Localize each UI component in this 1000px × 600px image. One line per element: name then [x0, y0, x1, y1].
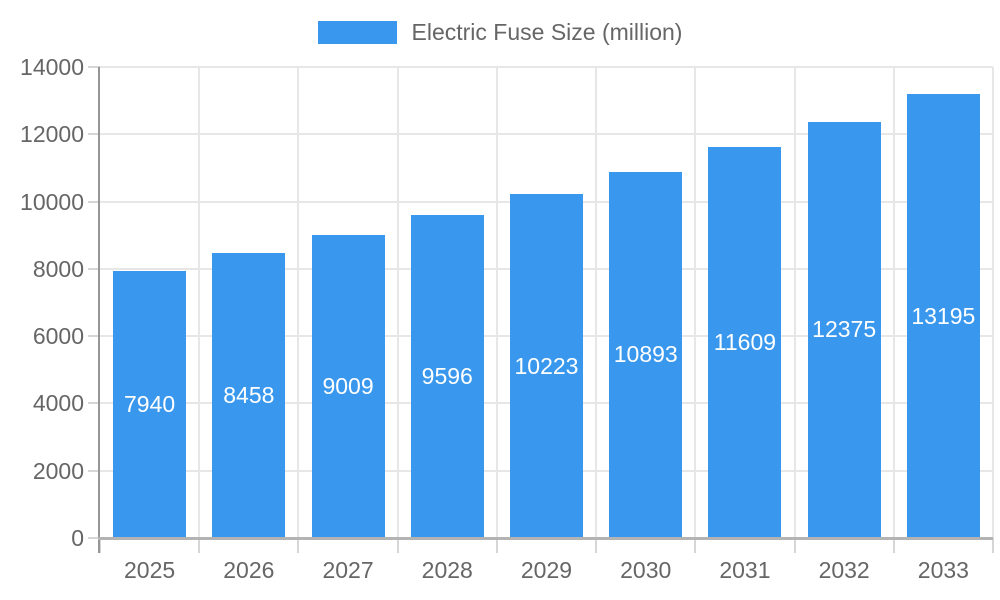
y-axis-tick	[88, 537, 100, 539]
y-axis-tick	[88, 267, 100, 270]
x-axis-label: 2032	[818, 557, 870, 583]
y-axis-tick	[88, 402, 100, 405]
bar[interactable]: 13195	[906, 94, 980, 538]
x-axis-tick	[694, 538, 697, 553]
bar[interactable]: 10893	[609, 171, 683, 538]
gridline-vertical	[495, 67, 498, 538]
x-axis-label: 2030	[620, 557, 672, 583]
y-axis-tick	[88, 66, 100, 68]
y-axis-label: 4000	[32, 390, 84, 417]
bar[interactable]: 12375	[807, 121, 881, 538]
gridline-vertical	[396, 67, 399, 538]
y-axis-label: 6000	[32, 323, 84, 350]
y-axis-tick	[88, 133, 100, 136]
bar-value-label: 7940	[124, 390, 176, 417]
gridline-vertical	[198, 67, 201, 538]
gridline-horizontal	[100, 66, 993, 68]
bar[interactable]: 8458	[212, 253, 286, 538]
x-axis-label: 2029	[520, 557, 573, 583]
x-axis-tick	[495, 538, 498, 553]
bar-value-label: 11609	[713, 329, 777, 356]
y-axis-label: 2000	[32, 457, 84, 484]
x-axis-tick	[793, 538, 796, 553]
legend-swatch-icon	[317, 21, 397, 44]
y-axis-line	[98, 67, 100, 553]
y-axis-label: 10000	[20, 188, 84, 215]
gridline-vertical	[595, 67, 598, 538]
y-axis-tick	[88, 335, 100, 338]
bar-value-label: 8458	[223, 382, 275, 409]
y-axis-tick	[88, 200, 100, 203]
y-axis-tick	[88, 469, 100, 472]
gridline-vertical	[992, 67, 994, 538]
x-axis-label: 2033	[917, 557, 969, 583]
x-axis-tick	[297, 538, 300, 553]
x-axis-label: 2025	[124, 557, 176, 583]
x-axis-label: 2026	[223, 557, 275, 583]
legend-label: Electric Fuse Size (million)	[411, 19, 683, 45]
chart-legend[interactable]: Electric Fuse Size (million)	[0, 19, 1000, 46]
bar-value-label: 10223	[514, 352, 579, 379]
x-axis-tick	[198, 538, 201, 553]
x-axis-line	[98, 537, 993, 540]
bar-value-label: 13195	[911, 302, 976, 329]
x-axis-tick	[99, 538, 101, 553]
x-axis-label: 2031	[719, 557, 771, 583]
bar[interactable]: 9009	[311, 234, 385, 538]
x-axis-tick	[396, 538, 399, 553]
x-axis-tick	[892, 538, 895, 553]
gridline-vertical	[793, 67, 796, 538]
gridline-horizontal	[100, 133, 993, 136]
gridline-vertical	[694, 67, 697, 538]
bar-value-label: 12375	[812, 316, 877, 343]
bar[interactable]: 9596	[410, 215, 484, 538]
bar[interactable]: 11609	[708, 147, 782, 538]
x-axis-label: 2028	[421, 557, 473, 583]
bar[interactable]: 10223	[510, 194, 583, 538]
bar-value-label: 9009	[322, 372, 374, 399]
x-axis-label: 2027	[322, 557, 374, 583]
gridline-vertical	[297, 67, 300, 538]
gridline-vertical	[892, 67, 895, 538]
x-axis-tick	[595, 538, 598, 553]
bar-value-label: 10893	[613, 341, 678, 368]
bar[interactable]: 7940	[113, 270, 187, 538]
y-axis-label: 12000	[20, 121, 84, 148]
x-axis-tick	[992, 538, 994, 553]
y-axis-label: 8000	[32, 255, 84, 282]
bar-value-label: 9596	[421, 363, 473, 390]
y-axis-label: 14000	[20, 54, 84, 80]
y-axis-label: 0	[71, 525, 84, 551]
